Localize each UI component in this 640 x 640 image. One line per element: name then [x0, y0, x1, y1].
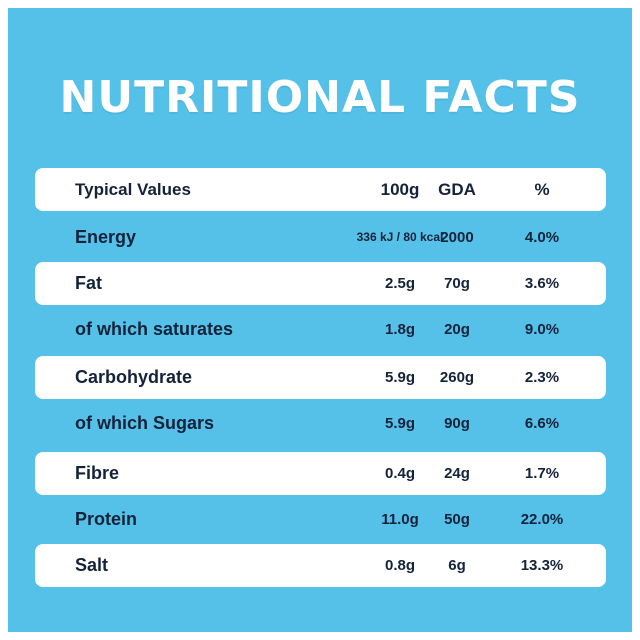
row-gda: 90g	[444, 415, 470, 432]
row-percent: 22.0%	[520, 511, 564, 528]
header-typical-values: Typical Values	[75, 180, 191, 199]
table-header-row: Typical Values 100g GDA %	[35, 168, 606, 211]
table-row-salt: Salt 0.8g 6g 13.3%	[35, 544, 606, 587]
row-100g: 5.9g	[384, 415, 415, 432]
row-label: of which Sugars	[75, 413, 215, 433]
row-100g: 0.8g	[384, 557, 415, 574]
header-100g: 100g	[380, 180, 420, 199]
row-label: Energy	[75, 227, 137, 247]
row-label: Carbohydrate	[75, 367, 193, 387]
row-gda: 24g	[444, 465, 470, 482]
page-title: NUTRITIONAL FACTS	[59, 72, 581, 123]
row-label: Salt	[75, 555, 109, 575]
table-row-saturates: of which saturates 1.8g 20g 9.0%	[35, 308, 606, 351]
table-row-energy: Energy 336 kJ / 80 kcal 2000 4.0%	[35, 216, 606, 259]
row-gda: 50g	[444, 511, 470, 528]
row-label: of which saturates	[75, 319, 234, 339]
row-percent: 1.7%	[524, 465, 560, 482]
row-100g: 1.8g	[384, 321, 415, 338]
row-100g: 5.9g	[384, 369, 415, 386]
row-percent: 9.0%	[524, 321, 560, 338]
table-row-carbohydrate: Carbohydrate 5.9g 260g 2.3%	[35, 356, 606, 399]
row-gda: 70g	[444, 275, 470, 292]
header-percent: %	[534, 180, 550, 199]
table-row-fat: Fat 2.5g 70g 3.6%	[35, 262, 606, 305]
row-label: Fat	[75, 273, 102, 293]
table-row-fibre: Fibre 0.4g 24g 1.7%	[35, 452, 606, 495]
row-100g: 2.5g	[384, 275, 415, 292]
row-percent: 2.3%	[524, 369, 560, 386]
row-gda: 2000	[440, 229, 474, 246]
row-percent: 13.3%	[520, 557, 564, 574]
table-row-sugars: of which Sugars 5.9g 90g 6.6%	[35, 402, 606, 445]
row-percent: 3.6%	[524, 275, 560, 292]
row-gda: 260g	[439, 369, 475, 386]
row-100g: 11.0g	[381, 511, 419, 528]
row-percent: 4.0%	[524, 229, 560, 246]
row-label: Fibre	[75, 463, 120, 483]
nutrition-panel	[8, 8, 632, 632]
row-label: Protein	[75, 509, 138, 529]
table-row-protein: Protein 11.0g 50g 22.0%	[35, 498, 606, 541]
row-gda: 20g	[444, 321, 470, 338]
header-gda: GDA	[438, 180, 476, 199]
row-100g: 0.4g	[384, 465, 415, 482]
row-percent: 6.6%	[524, 415, 560, 432]
row-gda: 6g	[448, 557, 466, 574]
row-100g: 336 kJ / 80 kcal	[356, 230, 444, 244]
